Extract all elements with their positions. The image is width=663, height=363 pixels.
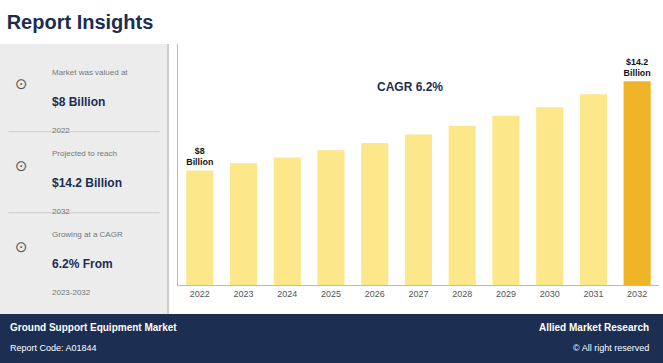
svg-text:⊙: ⊙ [15,75,28,93]
svg-text:Report Insights: Report Insights [7,11,154,33]
svg-text:$14.2Billion: $14.2Billion [624,57,651,79]
svg-text:$8Billion: $8Billion [186,146,213,168]
svg-text:2024: 2024 [277,289,297,299]
svg-text:Allied Market Research: Allied Market Research [539,322,649,333]
svg-text:$8 Billion: $8 Billion [52,95,105,109]
svg-text:2022: 2022 [52,126,70,135]
svg-text:⊙: ⊙ [15,157,28,175]
svg-text:$14.2 Billion: $14.2 Billion [52,176,122,190]
svg-text:Growing at a CAGR: Growing at a CAGR [52,230,123,239]
svg-text:2028: 2028 [452,289,472,299]
svg-text:2025: 2025 [321,289,341,299]
svg-text:2031: 2031 [583,289,603,299]
svg-text:2030: 2030 [540,289,560,299]
svg-text:CAGR 6.2%: CAGR 6.2% [377,80,443,94]
svg-text:2023: 2023 [234,289,254,299]
svg-text:Report Code: A01844: Report Code: A01844 [10,343,97,353]
svg-text:2023-2032: 2023-2032 [52,288,91,297]
svg-text:2032: 2032 [627,289,647,299]
svg-text:2026: 2026 [365,289,385,299]
svg-text:2027: 2027 [408,289,428,299]
svg-text:2029: 2029 [496,289,516,299]
svg-text:Projected to reach: Projected to reach [52,149,117,158]
svg-text:6.2% From: 6.2% From [52,257,113,271]
svg-text:⊙: ⊙ [15,238,28,256]
svg-text:Market was valued at: Market was valued at [52,68,128,77]
svg-text:2022: 2022 [190,289,210,299]
svg-text:Ground Support Equipment Marke: Ground Support Equipment Market [10,322,177,333]
svg-text:© All right reserved: © All right reserved [573,343,649,353]
svg-text:2032: 2032 [52,207,70,216]
